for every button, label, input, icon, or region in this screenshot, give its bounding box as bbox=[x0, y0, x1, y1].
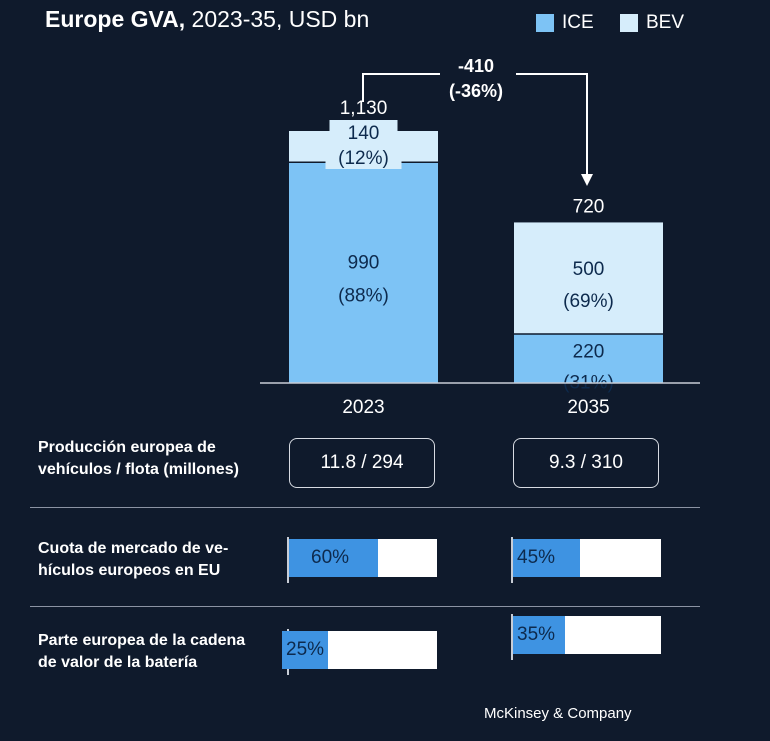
legend-ice: ICE bbox=[536, 12, 594, 34]
change-percent-label: (-36%) bbox=[449, 81, 503, 101]
bev-pct-label-2035: (69%) bbox=[563, 291, 614, 312]
row-battery-line-1: Parte europea de la cadena bbox=[38, 632, 246, 649]
total-label-2023: 1,130 bbox=[340, 98, 388, 119]
bar-tick bbox=[511, 614, 513, 660]
bev-value-label-2023: 140 bbox=[348, 123, 380, 144]
row-production-line-1: Producción europea de bbox=[38, 439, 216, 456]
bar-bev-2035 bbox=[514, 222, 663, 334]
row-production-line-2: vehículos / flota (millones) bbox=[38, 461, 239, 478]
battery-share-2035-label: 35% bbox=[513, 616, 560, 654]
row-battery-label: Parte europea de la cadena de valor de l… bbox=[38, 630, 245, 674]
label-box-bev-value-2023 bbox=[329, 120, 398, 142]
stacked-bar-chart: 140 (12%) 1,130 990 (88%) 2023 500 (69%) 720 220 (… bbox=[260, 56, 700, 418]
row-market-share-line-2: hículos europeos en EU bbox=[38, 562, 221, 579]
ice-value-label-2023: 990 bbox=[348, 253, 380, 274]
row-divider bbox=[30, 507, 700, 508]
market-share-2035-label: 45% bbox=[513, 539, 560, 577]
title-bold: Europe GVA, bbox=[45, 6, 186, 32]
x-tick-label-2035: 2035 bbox=[567, 397, 609, 418]
legend-bev-label: BEV bbox=[646, 12, 685, 33]
bev-pct-label-2023: (12%) bbox=[338, 148, 389, 169]
ice-value-label-2035: 220 bbox=[573, 341, 605, 362]
row-production-label: Producción europea de vehículos / flota … bbox=[38, 437, 239, 481]
battery-share-2035-bar: 35% bbox=[511, 614, 661, 660]
row-battery-line-2: de valor de la batería bbox=[38, 654, 198, 671]
battery-share-2023-bar: 25% bbox=[282, 629, 437, 675]
legend-bev-swatch bbox=[620, 14, 638, 32]
market-share-2023-bar: 60% bbox=[287, 537, 437, 583]
chart-title: Europe GVA, 2023-35, USD bn bbox=[45, 6, 369, 33]
total-label-2035: 720 bbox=[573, 196, 605, 217]
legend-bev: BEV bbox=[620, 12, 684, 34]
bar-ice-2023 bbox=[289, 162, 438, 383]
title-rest: 2023-35, USD bn bbox=[185, 6, 370, 32]
ice-pct-label-2023: (88%) bbox=[338, 286, 389, 307]
legend-ice-label: ICE bbox=[562, 12, 594, 33]
market-share-2035-bar: 45% bbox=[511, 537, 661, 583]
change-arrow-head bbox=[581, 174, 593, 186]
kpi-production-2023: 11.8 / 294 bbox=[289, 438, 435, 488]
row-market-share-line-1: Cuota de mercado de ve- bbox=[38, 540, 229, 557]
x-tick-label-2023: 2023 bbox=[342, 397, 384, 418]
bar-ice-2035 bbox=[514, 333, 663, 383]
change-value-label: -410 bbox=[458, 56, 494, 76]
bar-tick bbox=[511, 537, 513, 583]
change-bracket-line bbox=[362, 73, 588, 175]
label-box-bev-pct-2023 bbox=[325, 145, 402, 169]
brand-footer: McKinsey & Company bbox=[484, 705, 632, 722]
row-divider bbox=[30, 606, 700, 607]
legend-ice-swatch bbox=[536, 14, 554, 32]
market-share-2023-label: 60% bbox=[307, 539, 354, 577]
kpi-production-2035: 9.3 / 310 bbox=[513, 438, 659, 488]
row-market-share-label: Cuota de mercado de ve- hículos europeos… bbox=[38, 538, 228, 582]
bar-tick bbox=[287, 537, 289, 583]
battery-share-2023-label: 25% bbox=[282, 631, 329, 669]
bev-value-label-2035: 500 bbox=[573, 259, 605, 280]
